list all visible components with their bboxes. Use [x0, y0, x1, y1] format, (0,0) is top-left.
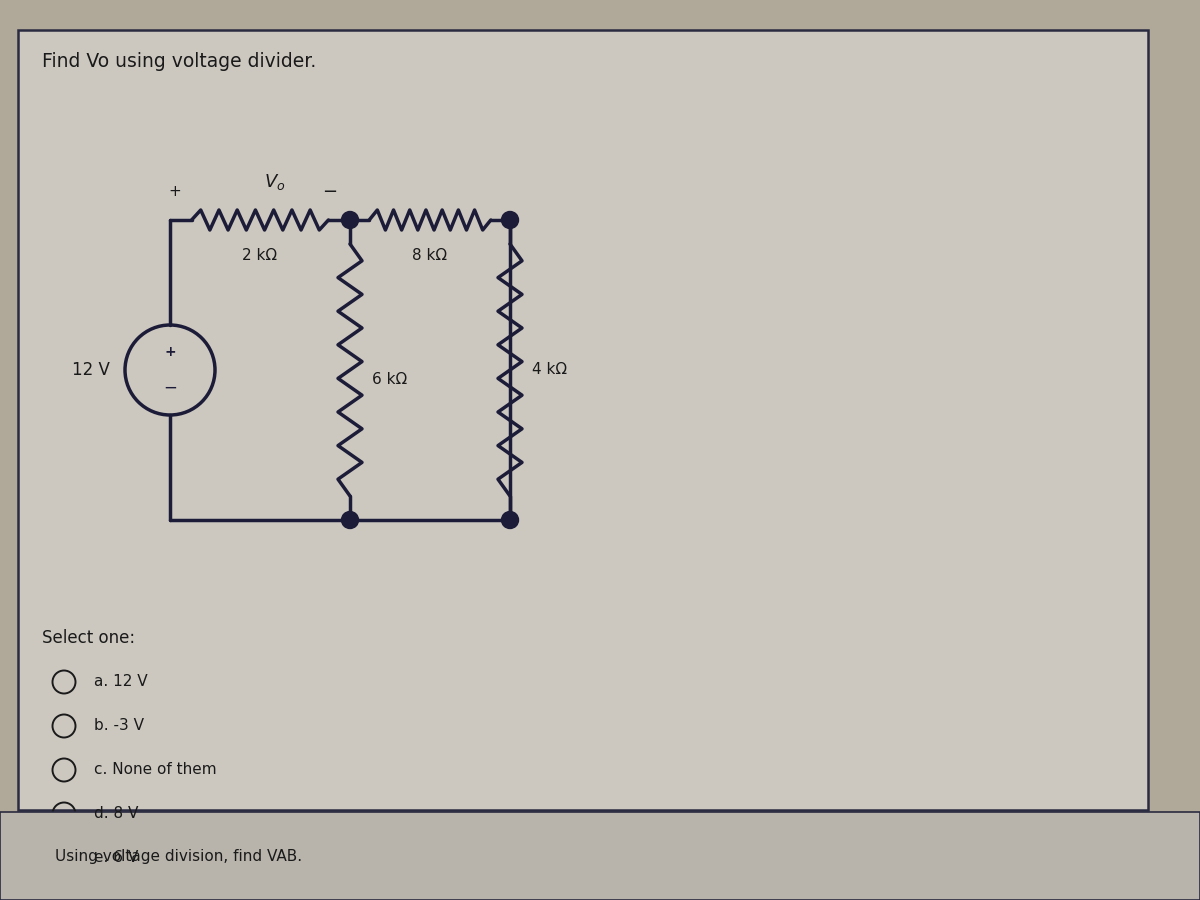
Text: 12 V: 12 V [72, 361, 110, 379]
Text: 4 kΩ: 4 kΩ [532, 363, 568, 377]
Text: −: − [163, 379, 176, 397]
FancyBboxPatch shape [0, 812, 1200, 900]
Text: Find Vo using voltage divider.: Find Vo using voltage divider. [42, 52, 317, 71]
FancyBboxPatch shape [18, 30, 1148, 810]
Circle shape [342, 511, 359, 528]
Text: a. 12 V: a. 12 V [94, 674, 148, 689]
Text: Using voltage division, find VAB.: Using voltage division, find VAB. [55, 849, 302, 863]
Text: +: + [164, 345, 176, 359]
Circle shape [502, 511, 518, 528]
Text: $V_o$: $V_o$ [264, 172, 286, 192]
Circle shape [342, 212, 359, 229]
Text: +: + [169, 184, 181, 200]
Text: −: − [323, 183, 337, 201]
Text: 2 kΩ: 2 kΩ [242, 248, 277, 263]
Text: e. 6 V: e. 6 V [94, 850, 138, 866]
Text: 6 kΩ: 6 kΩ [372, 373, 407, 388]
Text: d. 8 V: d. 8 V [94, 806, 138, 822]
Text: c. None of them: c. None of them [94, 762, 217, 778]
Text: Select one:: Select one: [42, 629, 136, 647]
Circle shape [502, 212, 518, 229]
Text: 8 kΩ: 8 kΩ [413, 248, 448, 263]
Text: b. -3 V: b. -3 V [94, 718, 144, 734]
